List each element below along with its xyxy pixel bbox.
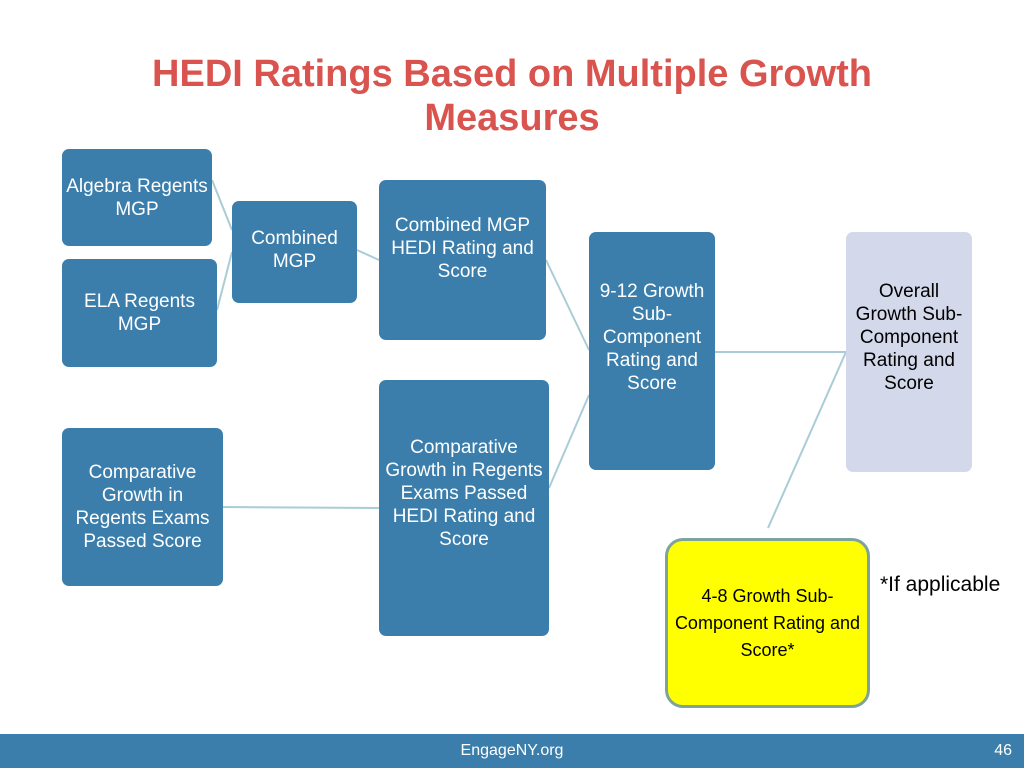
connector-hedi-912 [545, 259, 590, 351]
if-applicable-note: *If applicable [880, 573, 1001, 596]
box-algebra-regents-mgp: Algebra Regents MGP [62, 149, 212, 246]
box-9-12-growth: 9-12 Growth Sub-Component Rating and Sco… [589, 232, 715, 470]
box-comparative-growth-score: Comparative Growth in Regents Exams Pass… [62, 428, 223, 586]
connector-comparative-score-hedi [222, 506, 380, 509]
slide-title: HEDI Ratings Based on Multiple Growth Me… [152, 53, 872, 139]
page-number: 46 [994, 742, 1012, 759]
connector-combined-hedi [356, 249, 380, 261]
box-comparative-growth-hedi: Comparative Growth in Regents Exams Pass… [379, 380, 549, 636]
box-ela-regents-mgp: ELA Regents MGP [62, 259, 217, 367]
box-combined-mgp: Combined MGP [232, 201, 357, 303]
connector-ela-combined [216, 251, 233, 311]
box-4-8-growth: 4-8 Growth Sub-Component Rating and Scor… [665, 538, 870, 708]
connector-comparative-912 [548, 394, 590, 489]
box-overall-growth: Overall Growth Sub-Component Rating and … [846, 232, 972, 472]
footer-bar: EngageNY.org 46 [0, 734, 1024, 768]
footer-site: EngageNY.org [460, 742, 564, 759]
connector-48-overall [767, 351, 847, 529]
connector-algebra-combined [211, 179, 233, 231]
box-combined-mgp-hedi: Combined MGP HEDI Rating and Score [379, 180, 546, 340]
